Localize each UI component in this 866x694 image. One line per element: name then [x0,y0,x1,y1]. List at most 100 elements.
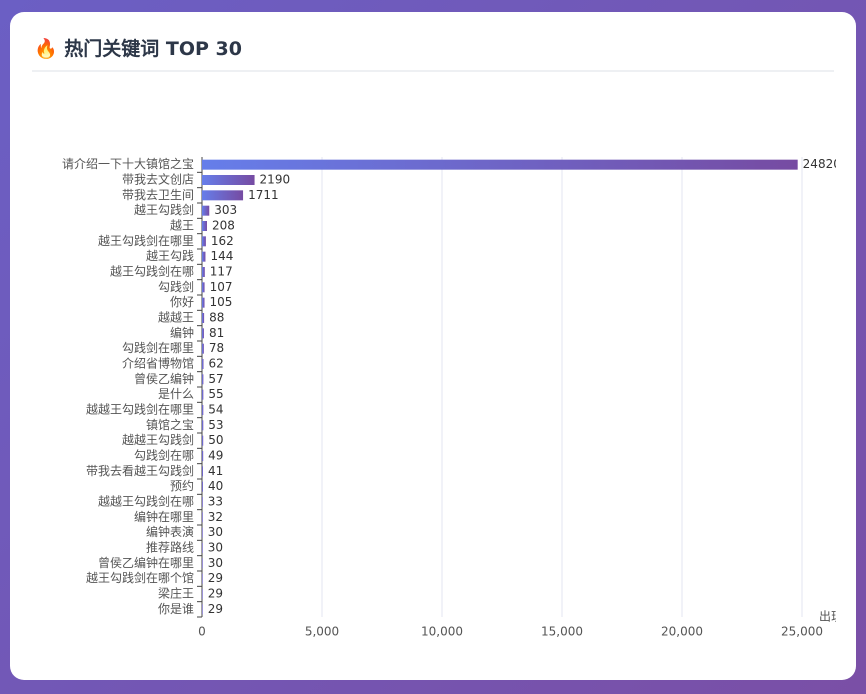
value-label: 303 [214,203,237,217]
y-tick-label: 越王勾践剑在哪里 [98,233,194,248]
value-label: 105 [210,295,233,309]
value-label: 162 [211,234,234,248]
y-tick-label: 镇馆之宝 [146,417,194,432]
bar [202,282,205,293]
y-tick-label: 越王勾践剑 [134,202,194,217]
bar [202,374,204,385]
value-label: 54 [208,403,223,417]
y-tick-label: 曾侯乙编钟在哪里 [98,555,194,570]
bar [202,251,206,262]
x-tick-label: 0 [198,625,206,639]
value-label: 29 [208,571,223,585]
y-tick-label: 越王勾践剑在哪个馆 [86,570,194,585]
value-label: 40 [208,479,223,493]
separator [32,70,834,72]
value-label: 30 [208,556,223,570]
value-label: 49 [208,449,223,463]
bar [202,175,255,185]
y-tick-label: 越越王勾践剑在哪 [98,494,194,509]
value-label: 30 [208,525,223,539]
x-tick-label: 25,000 [781,625,823,639]
bar [202,573,203,584]
bar [202,435,204,446]
bar [202,205,210,216]
value-label: 24820 [803,157,841,171]
y-tick-label: 勾践剑 [158,279,194,294]
bar [202,313,205,323]
bar [202,236,206,247]
y-tick-label: 勾践剑在哪里 [122,340,194,355]
bar [202,481,203,492]
card: 🔥 热门关键词 TOP 30 [10,12,856,680]
y-tick-label: 带我去卫生间 [122,188,194,202]
value-label: 1711 [248,188,279,202]
bar [202,497,203,507]
value-label: 55 [208,387,223,401]
value-label: 53 [208,418,223,432]
y-tick-label: 越王勾践剑在哪 [110,264,194,279]
value-label: 33 [208,495,223,509]
title: 🔥 热门关键词 TOP 30 [34,38,242,60]
bar [202,543,203,553]
bar [202,389,204,400]
y-tick-label: 预约 [170,478,194,493]
y-tick-label: 编钟 [170,325,194,340]
value-label: 78 [209,341,224,355]
y-tick-label: 越越王勾践剑 [122,432,194,447]
bar [202,159,798,170]
y-tick-label: 编钟在哪里 [134,509,194,524]
x-axis-label: 出现次数 [819,609,866,624]
y-tick-label: 曾侯乙编钟 [134,371,194,386]
bar [202,589,203,599]
value-label: 144 [210,249,233,263]
y-tick-label: 你是谁 [158,602,194,616]
bar [202,359,204,369]
bar [202,267,205,277]
bar [202,328,204,339]
bar [202,512,203,523]
y-tick-label: 介绍省博物馆 [122,356,194,371]
value-label: 2190 [260,173,291,187]
bar [202,190,244,201]
value-label: 29 [208,602,223,616]
bar [202,604,203,615]
value-label: 107 [210,280,233,294]
value-label: 41 [208,464,223,478]
y-tick-label: 是什么 [158,387,194,401]
bar [202,420,204,431]
bar [202,343,204,354]
value-label: 88 [209,311,224,325]
x-tick-label: 5,000 [305,625,339,639]
bar [202,405,204,415]
y-tick-label: 梁庄王 [158,586,194,601]
y-tick-label: 你好 [170,295,194,309]
value-label: 50 [208,433,223,447]
value-label: 29 [208,587,223,601]
value-label: 57 [208,372,223,386]
value-label: 81 [209,326,224,340]
y-tick-label: 越王勾践 [146,249,194,263]
bar [202,466,203,477]
y-tick-label: 编钟表演 [146,524,194,539]
x-tick-label: 10,000 [421,625,463,639]
y-tick-label: 越王 [170,219,194,233]
y-tick-label: 请介绍一下十大镇馆之宝 [62,156,194,171]
value-label: 32 [208,510,223,524]
value-label: 30 [208,541,223,555]
bar [202,527,203,538]
value-label: 62 [208,357,223,371]
y-tick-label: 带我去文创店 [122,172,194,187]
x-tick-label: 15,000 [541,625,583,639]
y-tick-label: 勾践剑在哪 [134,448,194,463]
bar [202,558,203,569]
x-tick-label: 20,000 [661,625,703,639]
bar [202,451,204,461]
y-tick-label: 越越王 [158,311,194,325]
bar [202,297,205,308]
value-label: 117 [210,265,233,279]
value-label: 208 [212,219,235,233]
y-tick-label: 推荐路线 [146,540,194,555]
y-tick-label: 越越王勾践剑在哪里 [86,402,194,417]
